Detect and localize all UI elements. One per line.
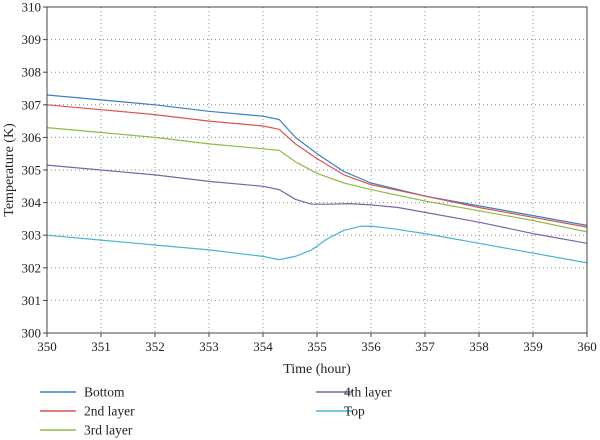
x-axis-title: Time (hour) <box>283 362 351 377</box>
y-tick-label: 310 <box>22 0 42 15</box>
y-tick-label: 308 <box>22 65 42 80</box>
y-tick-label: 301 <box>22 293 42 308</box>
y-axis-ticks: 300 301 302 303 304 305 306 307 308 309 310 <box>22 0 47 341</box>
x-tick-label: 354 <box>253 339 273 354</box>
x-tick-label: 350 <box>37 339 57 354</box>
legend-label-top: Top <box>344 404 365 419</box>
series-line-4th-layer <box>46 164 588 244</box>
y-tick-label: 300 <box>22 326 42 341</box>
series-line-top <box>46 225 588 264</box>
y-axis-title: Temperature (K) <box>2 123 17 217</box>
legend-label-bottom: Bottom <box>84 385 125 400</box>
x-axis-ticks: 350 351 352 353 354 355 356 357 358 359 360 <box>37 333 597 354</box>
x-tick-label: 355 <box>307 339 327 354</box>
x-tick-label: 358 <box>469 339 489 354</box>
x-tick-label: 359 <box>523 339 543 354</box>
y-tick-label: 302 <box>22 260 42 275</box>
y-tick-label: 307 <box>22 97 42 112</box>
x-tick-label: 353 <box>199 339 219 354</box>
legend-label-4th-layer: 4th layer <box>344 385 392 400</box>
x-tick-label: 356 <box>361 339 381 354</box>
series-line-bottom <box>46 94 588 226</box>
legend-label-3rd-layer: 3rd layer <box>84 423 133 438</box>
y-tick-label: 305 <box>22 163 42 178</box>
series-lines <box>46 94 588 264</box>
y-tick-label: 303 <box>22 228 42 243</box>
series-line-2nd-layer <box>46 104 588 228</box>
x-tick-label: 352 <box>145 339 165 354</box>
x-tick-label: 360 <box>577 339 597 354</box>
y-tick-label: 306 <box>22 130 42 145</box>
legend: Bottom 2nd layer 3rd layer 4th layer Top <box>40 385 392 438</box>
grid <box>47 7 587 333</box>
legend-label-2nd-layer: 2nd layer <box>84 404 135 419</box>
x-tick-label: 357 <box>415 339 435 354</box>
series-line-3rd-layer <box>46 127 588 233</box>
x-tick-label: 351 <box>91 339 111 354</box>
y-tick-label: 309 <box>22 32 42 47</box>
y-tick-label: 304 <box>22 195 42 210</box>
